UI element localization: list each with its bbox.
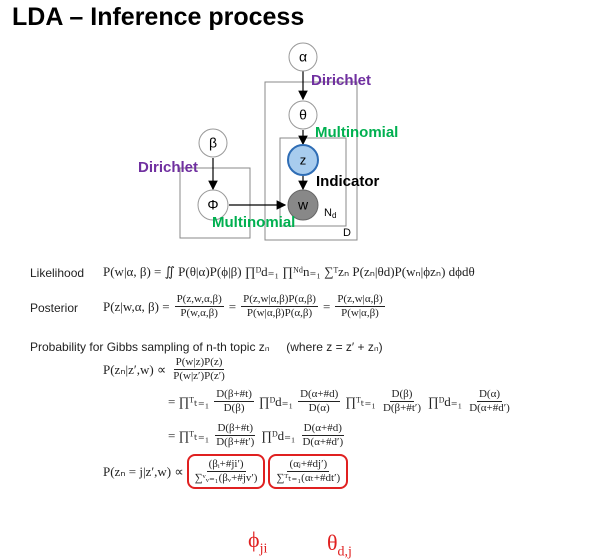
- denominator: D(β+#t′): [382, 402, 421, 414]
- numerator: D(α): [476, 388, 503, 402]
- formula: = ∏ᵀₜ₌₁ D(β+#t) D(β) ∏ᴰd₌₁ D(α+#d) D(α) ∏ᵀₜ₌₁ D…: [168, 388, 514, 415]
- denominator: ∑ᵛᵥ₌₁(βᵥ+#jv′): [194, 472, 258, 484]
- fraction: D(α+#d) D(α+#d′): [298, 422, 347, 449]
- fraction: (αⱼ+#dj′) ∑ᵀₜ₌₁(αₜ+#dt′): [268, 454, 349, 489]
- fraction: D(β+#t) D(β): [212, 388, 256, 415]
- node-label: w: [297, 197, 309, 213]
- plate-diagram: α θ z w β Φ Dirichlet Multinomial Dirich…: [138, 42, 398, 241]
- formula: P(zₙ|z′,w) ∝ P(w|z)P(z) P(w|z′)P(z′): [103, 356, 229, 383]
- denominator: D(β+#t′): [216, 436, 255, 448]
- denominator: P(w|z′)P(z′): [173, 370, 225, 382]
- plate-label: Nd: [324, 207, 336, 220]
- text: Probability for Gibbs sampling of n-th t…: [30, 340, 270, 354]
- numerator: D(α+#d): [298, 388, 341, 402]
- denominator: D(α+#d′): [302, 436, 344, 448]
- numerator: (βᵢ+#ji′): [206, 458, 246, 472]
- formula: P(zₙ = j|z′,w) ∝ (βᵢ+#ji′) ∑ᵛᵥ₌₁(βᵥ+#jv′)(…: [103, 454, 349, 489]
- formula-text: = ∏ᵀₜ₌₁: [168, 393, 210, 409]
- edge-label: Dirichlet: [311, 72, 371, 89]
- plate-label: D: [343, 227, 351, 239]
- denominator: P(w|α,β)P(α,β): [246, 307, 313, 319]
- formula: P(z|w,α, β) = P(z,w,α,β) P(w,α,β) = P(z,w|α,…: [103, 293, 387, 320]
- plate-label: N: [324, 207, 332, 219]
- formula-text: ∏ᵀₜ₌₁: [345, 393, 376, 409]
- fraction: P(w|z)P(z) P(w|z′)P(z′): [169, 356, 229, 383]
- node-label: z: [300, 152, 307, 167]
- text: d,j: [337, 544, 352, 560]
- node: [287, 144, 319, 176]
- annotation: θd,j: [327, 530, 352, 560]
- fraction: D(α+#d) D(α): [296, 388, 342, 415]
- node: [288, 42, 318, 72]
- node-label: θ: [299, 107, 307, 123]
- gibbs-heading: Probability for Gibbs sampling of n-th t…: [30, 340, 383, 354]
- formula-text: = ∏ᵀₜ₌₁: [168, 427, 210, 443]
- annotation: ϕji: [248, 527, 267, 557]
- edge-label: Multinomial: [212, 214, 295, 231]
- fraction: P(z,w|α,β) P(w|α,β): [333, 293, 386, 320]
- node: [198, 128, 228, 158]
- fraction: P(z,w|α,β)P(α,β) P(w|α,β)P(α,β): [239, 293, 320, 320]
- denominator: D(α+#d′): [469, 402, 510, 414]
- denominator: P(w,α,β): [180, 307, 218, 319]
- text: θ: [327, 530, 338, 555]
- edge-label: Multinomial: [315, 124, 398, 141]
- formula-text: =: [322, 298, 331, 314]
- formula-text: ∏ᴰd₌₁: [258, 393, 294, 409]
- formula-text: P(w|α, β) = ∬ P(θ|α)P(ϕ|β) ∏ᴰd₌₁ ∏ᴺᵈn₌₁ …: [103, 264, 475, 279]
- edges: [208, 71, 308, 210]
- fraction: D(β+#t) D(β+#t′): [212, 422, 258, 449]
- formula-label: Posterior: [30, 301, 79, 315]
- denominator: ∑ᵀₜ₌₁(αₜ+#dt′): [276, 472, 341, 484]
- formula: = ∏ᵀₜ₌₁ D(β+#t) D(β+#t′) ∏ᴰd₌₁ D(α+#d) D(α+#d…: [168, 422, 347, 449]
- denominator: D(α): [308, 402, 330, 414]
- edge-label: Dirichlet: [138, 159, 198, 176]
- numerator: P(w|z)P(z): [173, 356, 225, 370]
- formula-text: =: [228, 298, 237, 314]
- numerator: (αⱼ+#dj′): [287, 458, 330, 472]
- numerator: D(β+#t): [214, 388, 254, 402]
- fraction: (βᵢ+#ji′) ∑ᵛᵥ₌₁(βᵥ+#jv′): [186, 454, 266, 489]
- fraction: P(z,w,α,β) P(w,α,β): [173, 293, 226, 320]
- node-label: β: [209, 135, 217, 151]
- formula-text: P(zₙ = j|z′,w) ∝: [103, 463, 184, 479]
- denominator: P(w|α,β): [341, 307, 379, 319]
- numerator: P(z,w|α,β)P(α,β): [241, 293, 318, 307]
- plate-k: [179, 167, 251, 239]
- formula-text: P(z|w,α, β) =: [103, 298, 170, 314]
- numerator: D(β+#t): [215, 422, 256, 436]
- denominator: D(β): [223, 402, 245, 414]
- node-label: α: [299, 49, 307, 65]
- fraction: D(β) D(β+#t′): [379, 388, 425, 415]
- formula-text: ∏ᴰd₌₁: [428, 393, 463, 409]
- node: [288, 100, 318, 130]
- text: ji: [259, 541, 268, 557]
- numerator: P(z,w,α,β): [174, 293, 224, 307]
- node-label: Φ: [207, 197, 218, 213]
- text: (where z = z′ + zₙ): [286, 340, 383, 354]
- plate-d: [264, 81, 358, 241]
- node: [197, 189, 229, 221]
- plate-label: d: [332, 211, 336, 220]
- formula-text: ∏ᴰd₌₁: [261, 427, 296, 443]
- node: [287, 189, 319, 221]
- formula: P(w|α, β) = ∬ P(θ|α)P(ϕ|β) ∏ᴰd₌₁ ∏ᴺᵈn₌₁ …: [103, 264, 475, 280]
- numerator: D(α+#d): [301, 422, 344, 436]
- edge-label: Indicator: [316, 173, 380, 190]
- formula-text: P(zₙ|z′,w) ∝: [103, 361, 167, 377]
- plate-n: [279, 137, 347, 227]
- formula-label: Likelihood: [30, 266, 85, 280]
- numerator: D(β): [389, 388, 415, 402]
- numerator: P(z,w|α,β): [335, 293, 385, 307]
- title: LDA – Inference process: [12, 3, 305, 31]
- text: ϕ: [248, 527, 260, 552]
- fraction: D(α) D(α+#d′): [465, 388, 514, 415]
